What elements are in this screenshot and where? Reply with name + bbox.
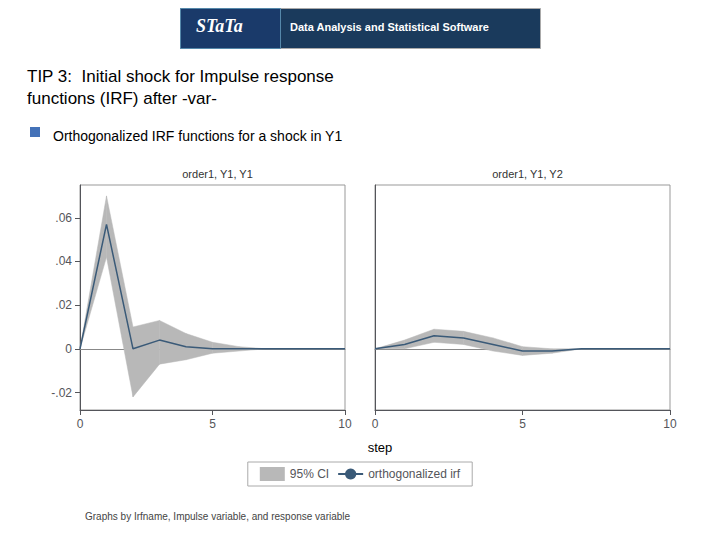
svg-text:Orthogonalized IRF functions f: Orthogonalized IRF functions for a shock… — [53, 128, 342, 144]
svg-text:order1, Y1, Y1: order1, Y1, Y1 — [182, 168, 253, 180]
svg-text:.04: .04 — [55, 254, 72, 268]
svg-text:0: 0 — [65, 342, 72, 356]
svg-text:0: 0 — [77, 417, 84, 431]
svg-text:0: 0 — [372, 417, 379, 431]
svg-text:5: 5 — [209, 417, 216, 431]
svg-text:order1, Y1, Y2: order1, Y1, Y2 — [492, 168, 563, 180]
svg-text:10: 10 — [338, 417, 352, 431]
svg-text:10: 10 — [663, 417, 677, 431]
svg-text:.02: .02 — [55, 298, 72, 312]
svg-text:-.02: -.02 — [51, 386, 72, 400]
svg-text:95% CI: 95% CI — [290, 467, 329, 481]
svg-text:5: 5 — [519, 417, 526, 431]
svg-text:.06: .06 — [55, 211, 72, 225]
svg-text:functions (IRF) after -var-: functions (IRF) after -var- — [27, 89, 217, 108]
svg-text:TIP 3: Initial shock for Impu: TIP 3: Initial shock for Impulse respons… — [27, 67, 334, 86]
svg-text:STaTa: STaTa — [196, 16, 243, 36]
svg-text:orthogonalized irf: orthogonalized irf — [368, 467, 461, 481]
svg-text:step: step — [368, 440, 393, 455]
svg-text:Graphs by Irfname, Impulse var: Graphs by Irfname, Impulse variable, and… — [85, 511, 351, 522]
svg-text:Data Analysis and Statistical: Data Analysis and Statistical Software — [290, 21, 489, 33]
